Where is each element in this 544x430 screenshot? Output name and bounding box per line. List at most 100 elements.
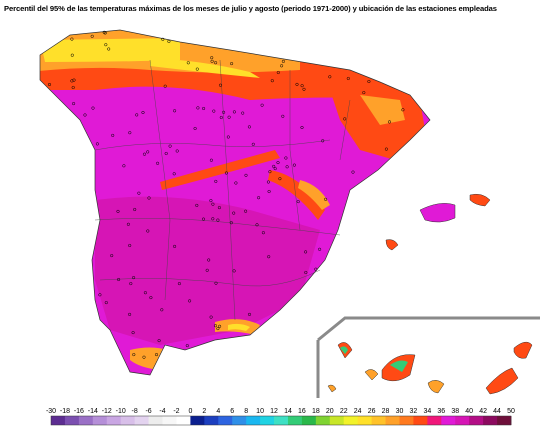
station-marker [222,110,226,114]
station-marker [214,61,218,65]
station-marker [270,79,274,83]
legend-swatch [385,416,400,425]
legend-swatch [51,416,66,425]
station-marker [146,150,150,154]
station-marker [362,91,366,95]
station-marker [281,59,285,63]
legend-swatch [413,416,428,425]
station-marker [387,120,392,124]
station-marker [164,151,168,156]
legend-swatch [455,416,470,425]
legend-swatch [301,416,317,425]
legend-swatch [64,416,80,425]
station-marker [232,211,236,215]
station-marker [172,172,176,176]
legend-swatch [134,416,149,425]
province-boundaries [94,59,351,321]
station-marker [188,299,192,303]
station-marker [211,217,215,221]
station-marker [211,202,215,206]
station-marker [314,267,318,271]
legend-swatch [246,416,261,425]
station-marker [193,126,197,131]
station-marker [255,223,259,227]
station-marker [209,158,213,162]
legend-swatch [441,416,456,425]
station-marker [300,125,304,130]
station-marker [128,312,132,316]
station-marker [141,110,145,115]
temperature-legend [50,415,512,426]
legend-swatch [329,416,345,425]
legend-swatch [92,416,108,425]
station-marker [142,355,146,359]
station-marker [209,315,213,319]
station-marker [132,353,136,357]
station-marker [129,282,133,286]
station-marker [273,167,277,171]
station-marker [71,85,75,90]
station-marker [168,144,172,148]
station-marker [244,209,248,213]
station-marker [217,206,221,210]
legend-swatch [427,416,442,425]
station-marker [103,31,107,35]
station-marker [257,196,261,200]
legend-swatch [343,416,359,425]
legend-swatch [106,416,122,425]
station-marker [216,327,220,331]
station-marker [285,165,289,169]
station-marker [304,270,308,275]
legend-swatch [218,416,233,425]
station-marker [173,109,177,113]
station-marker [227,115,231,119]
station-marker [261,231,265,235]
station-marker [266,180,270,184]
station-marker [95,142,99,146]
station-marker [234,181,238,185]
station-marker [117,277,121,282]
station-marker [213,324,218,328]
station-marker [91,106,95,110]
station-marker [229,221,233,225]
station-marker [224,171,228,175]
station-marker [232,269,236,273]
station-marker [147,196,151,200]
station-marker [209,199,213,203]
station-marker [328,75,332,79]
station-marker [131,331,135,335]
station-marker [241,111,245,115]
station-marker [272,164,276,168]
station-marker [210,59,214,63]
station-marker [163,84,167,88]
station-marker [128,243,132,248]
station-marker [104,43,108,47]
station-marker [173,244,177,248]
station-marker [216,218,220,222]
station-marker [300,84,304,88]
station-marker [110,254,114,258]
weather-stations [47,30,405,359]
station-marker [122,164,126,168]
legend-swatch [204,416,219,425]
balearic-islands [385,193,491,251]
station-marker [143,291,147,295]
station-marker [267,255,271,259]
station-marker [149,296,153,300]
station-marker [154,353,159,357]
legend-swatch [357,416,373,425]
station-marker [226,135,230,139]
station-marker [295,82,299,86]
legend-swatch [148,416,163,425]
legend-swatch [260,416,275,425]
station-marker [70,37,74,41]
station-marker [160,308,164,312]
station-marker [195,67,199,71]
station-marker [167,39,171,43]
station-marker [132,276,136,280]
station-marker [296,200,300,204]
legend-swatch [399,416,414,425]
station-marker [247,312,252,316]
station-marker [146,229,150,233]
canary-islands-inset [316,316,540,398]
